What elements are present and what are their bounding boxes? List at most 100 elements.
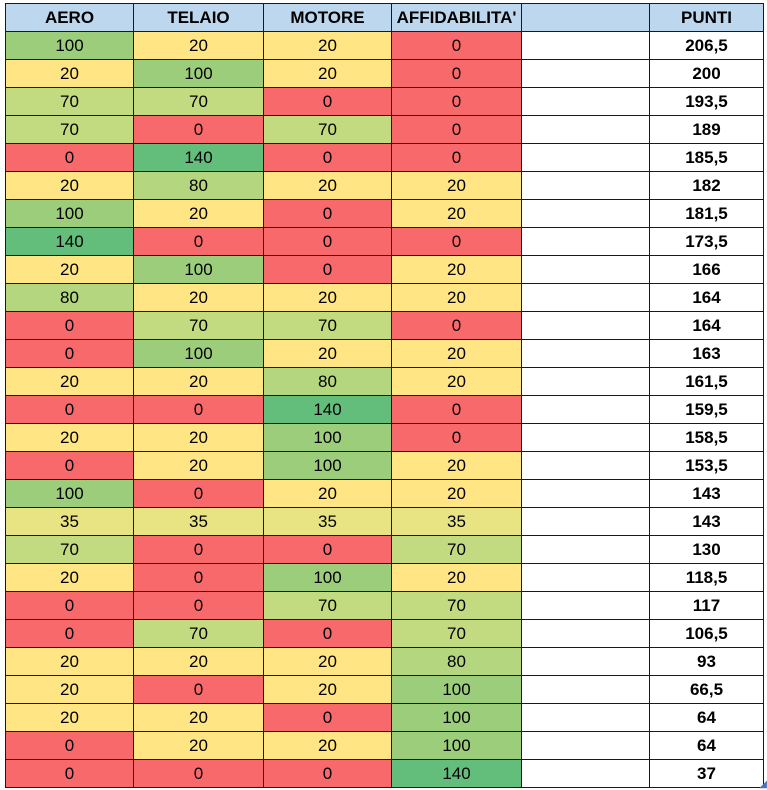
cell-affidabilita[interactable]: 20: [391, 563, 522, 592]
header-aero[interactable]: AERO: [5, 3, 134, 32]
cell-punti[interactable]: 181,5: [649, 199, 764, 228]
cell-telaio[interactable]: 35: [133, 507, 264, 536]
cell-motore[interactable]: 20: [263, 59, 392, 88]
cell-affidabilita[interactable]: 20: [391, 451, 522, 480]
cell-empty[interactable]: [521, 703, 650, 732]
cell-empty[interactable]: [521, 731, 650, 760]
cell-aero[interactable]: 140: [5, 227, 134, 256]
cell-punti[interactable]: 164: [649, 283, 764, 312]
cell-telaio[interactable]: 20: [133, 647, 264, 676]
cell-motore[interactable]: 20: [263, 283, 392, 312]
cell-empty[interactable]: [521, 255, 650, 284]
cell-aero[interactable]: 20: [5, 563, 134, 592]
cell-punti[interactable]: 117: [649, 591, 764, 620]
cell-affidabilita[interactable]: 70: [391, 619, 522, 648]
cell-motore[interactable]: 100: [263, 423, 392, 452]
cell-aero[interactable]: 0: [5, 731, 134, 760]
cell-aero[interactable]: 20: [5, 423, 134, 452]
header-affidabilita[interactable]: AFFIDABILITA': [391, 3, 522, 32]
cell-affidabilita[interactable]: 20: [391, 255, 522, 284]
cell-punti[interactable]: 193,5: [649, 87, 764, 116]
cell-affidabilita[interactable]: 35: [391, 507, 522, 536]
cell-punti[interactable]: 200: [649, 59, 764, 88]
cell-aero[interactable]: 20: [5, 647, 134, 676]
cell-aero[interactable]: 20: [5, 59, 134, 88]
cell-aero[interactable]: 20: [5, 367, 134, 396]
cell-punti[interactable]: 158,5: [649, 423, 764, 452]
cell-telaio[interactable]: 0: [133, 395, 264, 424]
cell-punti[interactable]: 164: [649, 311, 764, 340]
cell-empty[interactable]: [521, 647, 650, 676]
cell-affidabilita[interactable]: 0: [391, 143, 522, 172]
cell-empty[interactable]: [521, 423, 650, 452]
cell-empty[interactable]: [521, 675, 650, 704]
cell-telaio[interactable]: 20: [133, 451, 264, 480]
cell-empty[interactable]: [521, 395, 650, 424]
cell-punti[interactable]: 166: [649, 255, 764, 284]
cell-empty[interactable]: [521, 507, 650, 536]
cell-telaio[interactable]: 70: [133, 87, 264, 116]
cell-aero[interactable]: 0: [5, 143, 134, 172]
cell-telaio[interactable]: 20: [133, 31, 264, 60]
cell-punti[interactable]: 64: [649, 731, 764, 760]
cell-aero[interactable]: 80: [5, 283, 134, 312]
cell-punti[interactable]: 182: [649, 171, 764, 200]
cell-affidabilita[interactable]: 0: [391, 59, 522, 88]
cell-telaio[interactable]: 0: [133, 563, 264, 592]
cell-punti[interactable]: 66,5: [649, 675, 764, 704]
cell-punti[interactable]: 106,5: [649, 619, 764, 648]
cell-motore[interactable]: 80: [263, 367, 392, 396]
cell-motore[interactable]: 20: [263, 31, 392, 60]
cell-aero[interactable]: 0: [5, 759, 134, 788]
cell-telaio[interactable]: 0: [133, 675, 264, 704]
cell-motore[interactable]: 0: [263, 703, 392, 732]
cell-telaio[interactable]: 70: [133, 619, 264, 648]
cell-affidabilita[interactable]: 100: [391, 675, 522, 704]
cell-affidabilita[interactable]: 20: [391, 171, 522, 200]
cell-affidabilita[interactable]: 20: [391, 367, 522, 396]
cell-telaio[interactable]: 20: [133, 703, 264, 732]
cell-affidabilita[interactable]: 0: [391, 311, 522, 340]
header-empty[interactable]: [521, 3, 650, 32]
cell-punti[interactable]: 173,5: [649, 227, 764, 256]
cell-motore[interactable]: 70: [263, 591, 392, 620]
cell-punti[interactable]: 159,5: [649, 395, 764, 424]
cell-motore[interactable]: 20: [263, 731, 392, 760]
cell-telaio[interactable]: 0: [133, 535, 264, 564]
cell-motore[interactable]: 35: [263, 507, 392, 536]
cell-telaio[interactable]: 100: [133, 59, 264, 88]
cell-punti[interactable]: 130: [649, 535, 764, 564]
cell-aero[interactable]: 100: [5, 31, 134, 60]
cell-telaio[interactable]: 0: [133, 479, 264, 508]
cell-aero[interactable]: 0: [5, 395, 134, 424]
resize-handle-icon[interactable]: ◢: [759, 779, 767, 790]
cell-telaio[interactable]: 140: [133, 143, 264, 172]
cell-telaio[interactable]: 0: [133, 227, 264, 256]
cell-motore[interactable]: 0: [263, 255, 392, 284]
cell-motore[interactable]: 20: [263, 171, 392, 200]
cell-empty[interactable]: [521, 227, 650, 256]
cell-empty[interactable]: [521, 31, 650, 60]
cell-empty[interactable]: [521, 339, 650, 368]
cell-telaio[interactable]: 100: [133, 255, 264, 284]
cell-empty[interactable]: [521, 367, 650, 396]
cell-empty[interactable]: [521, 199, 650, 228]
cell-empty[interactable]: [521, 171, 650, 200]
cell-punti[interactable]: 143: [649, 479, 764, 508]
header-motore[interactable]: MOTORE: [263, 3, 392, 32]
cell-affidabilita[interactable]: 20: [391, 339, 522, 368]
cell-affidabilita[interactable]: 0: [391, 395, 522, 424]
cell-empty[interactable]: [521, 535, 650, 564]
cell-affidabilita[interactable]: 20: [391, 283, 522, 312]
cell-affidabilita[interactable]: 80: [391, 647, 522, 676]
cell-aero[interactable]: 20: [5, 675, 134, 704]
cell-empty[interactable]: [521, 759, 650, 788]
cell-empty[interactable]: [521, 87, 650, 116]
cell-motore[interactable]: 20: [263, 647, 392, 676]
cell-affidabilita[interactable]: 0: [391, 87, 522, 116]
cell-punti[interactable]: 161,5: [649, 367, 764, 396]
cell-telaio[interactable]: 80: [133, 171, 264, 200]
cell-aero[interactable]: 70: [5, 115, 134, 144]
cell-affidabilita[interactable]: 70: [391, 591, 522, 620]
cell-aero[interactable]: 0: [5, 591, 134, 620]
